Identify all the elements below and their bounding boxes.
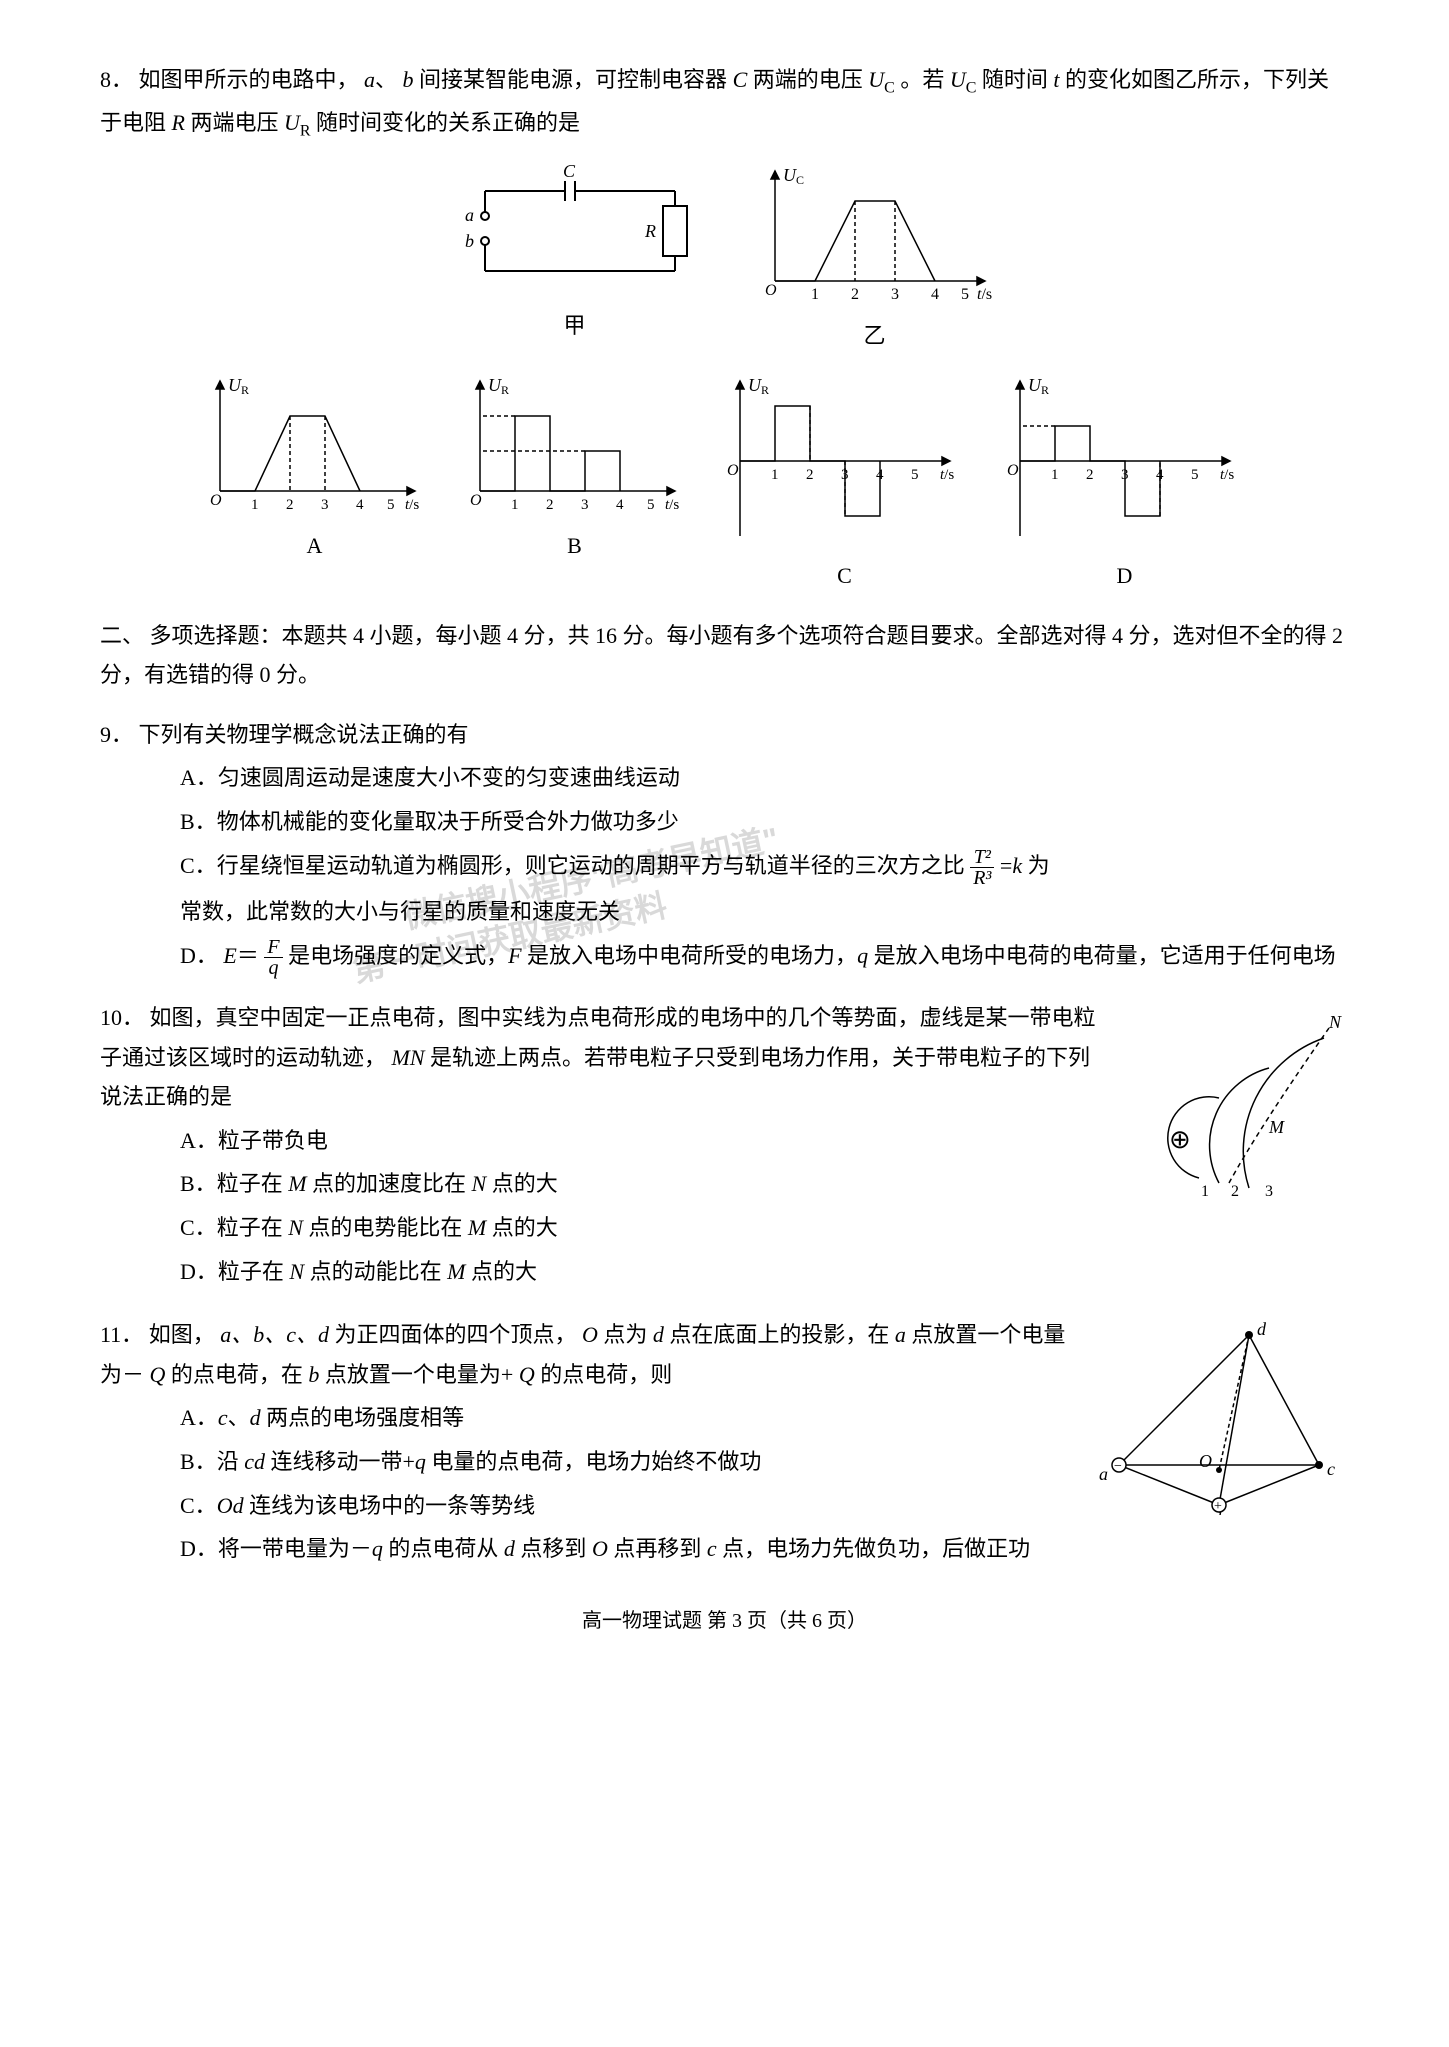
svg-text:O: O	[1007, 462, 1019, 479]
svg-text:3: 3	[841, 467, 849, 483]
svg-text:3: 3	[321, 497, 329, 513]
svg-text:3: 3	[891, 286, 899, 303]
svg-text:1: 1	[511, 497, 519, 513]
svg-text:1: 1	[1051, 467, 1059, 483]
q11-figure: − + a b c d O	[1089, 1315, 1349, 1515]
svg-text:2: 2	[1086, 467, 1094, 483]
question-10: ⊕ M N 1 2 3 10． 如图，真空中固定一正点电荷，图中实线为点电荷形成…	[100, 998, 1349, 1295]
svg-text:N: N	[1328, 1012, 1342, 1032]
svg-text:5: 5	[387, 497, 395, 513]
q9-opt-b: B．物体机械能的变化量取决于所受合外力做功多少	[100, 802, 1349, 842]
svg-text:O: O	[470, 492, 482, 509]
svg-text:2: 2	[851, 286, 859, 303]
svg-text:R: R	[644, 221, 656, 241]
svg-text:t/s: t/s	[1220, 467, 1234, 483]
svg-text:3: 3	[1121, 467, 1129, 483]
svg-text:O: O	[727, 462, 739, 479]
svg-text:1: 1	[1201, 1183, 1209, 1198]
q9-opt-c: C．行星绕恒星运动轨道为椭圆形，则它运动的周期平方与轨道半径的三次方之比 T²R…	[100, 846, 1349, 888]
q8-num: 8．	[100, 67, 133, 92]
q8-stem: 8． 如图甲所示的电路中， a、 b 间接某智能电源，可控制电容器 C 两端的电…	[100, 60, 1349, 146]
svg-text:4: 4	[931, 286, 939, 303]
svg-text:2: 2	[806, 467, 814, 483]
q10-figure: ⊕ M N 1 2 3	[1129, 998, 1349, 1198]
svg-text:2: 2	[546, 497, 554, 513]
svg-text:−: −	[1114, 1459, 1122, 1474]
svg-text:4: 4	[356, 497, 364, 513]
svg-text:5: 5	[961, 286, 969, 303]
q10-opt-c: C．粒子在 N 点的电势能比在 M 点的大	[100, 1208, 1349, 1248]
svg-text:t/s: t/s	[977, 286, 992, 303]
q9-opt-d: D． E＝ Fq 是电场强度的定义式，F 是放入电场中电荷所受的电场力，q 是放…	[100, 936, 1349, 978]
svg-text:3: 3	[581, 497, 589, 513]
svg-text:O: O	[1199, 1451, 1212, 1471]
svg-text:4: 4	[876, 467, 884, 483]
opt-b-graph: UR O 1 2 3 4 5 t/s B	[455, 371, 695, 566]
svg-text:t/s: t/s	[405, 497, 419, 513]
svg-text:5: 5	[647, 497, 655, 513]
svg-text:UR: UR	[488, 375, 509, 397]
question-8: 8． 如图甲所示的电路中， a、 b 间接某智能电源，可控制电容器 C 两端的电…	[100, 60, 1349, 596]
question-9: 9． 下列有关物理学概念说法正确的有 A．匀速圆周运动是速度大小不变的匀变速曲线…	[100, 715, 1349, 978]
svg-text:4: 4	[1156, 467, 1164, 483]
graph-yi: UC O 1 2 3 4 5 t/s 乙	[745, 161, 1005, 356]
opt-d-graph: UR O 1 2 3 4 5 t/s D	[995, 371, 1255, 596]
svg-text:UR: UR	[1028, 375, 1049, 397]
svg-text:d: d	[1257, 1319, 1267, 1339]
svg-text:⊕: ⊕	[1169, 1125, 1191, 1154]
q8-options: UR O 1 2 3 4 5 t/s A	[100, 371, 1349, 596]
opt-c-graph: UR O 1 2 3 4 5 t/s C	[715, 371, 975, 596]
svg-text:4: 4	[616, 497, 624, 513]
svg-text:t/s: t/s	[665, 497, 679, 513]
svg-text:M: M	[1268, 1117, 1285, 1137]
svg-text:2: 2	[1231, 1183, 1239, 1198]
svg-text:a: a	[1099, 1464, 1108, 1484]
svg-text:b: b	[1217, 1509, 1226, 1515]
opt-a-graph: UR O 1 2 3 4 5 t/s A	[195, 371, 435, 566]
svg-text:5: 5	[1191, 467, 1199, 483]
svg-text:5: 5	[911, 467, 919, 483]
svg-text:2: 2	[286, 497, 294, 513]
circuit-jia: a b C R 甲	[445, 161, 705, 346]
question-11: − + a b c d O 11． 如图， a、b、c、d 为正四面体的四个顶点…	[100, 1315, 1349, 1573]
svg-text:O: O	[765, 282, 777, 299]
q11-opt-d: D．将一带电量为－q 的点电荷从 d 点移到 O 点再移到 c 点，电场力先做负…	[100, 1529, 1349, 1569]
svg-text:t/s: t/s	[940, 467, 954, 483]
q9-opt-a: A．匀速圆周运动是速度大小不变的匀变速曲线运动	[100, 758, 1349, 798]
svg-text:b: b	[465, 231, 474, 251]
svg-text:UR: UR	[748, 375, 769, 397]
svg-text:1: 1	[251, 497, 259, 513]
page-footer: 高一物理试题 第 3 页（共 6 页）	[100, 1603, 1349, 1639]
svg-text:3: 3	[1265, 1183, 1273, 1198]
svg-text:UC: UC	[783, 165, 804, 187]
q8-top-figs: a b C R 甲 U	[100, 161, 1349, 356]
section-2-header: 二、 多项选择题：本题共 4 小题，每小题 4 分，共 16 分。每小题有多个选…	[100, 616, 1349, 695]
svg-text:a: a	[465, 205, 474, 225]
svg-text:1: 1	[771, 467, 779, 483]
q10-opt-d: D．粒子在 N 点的动能比在 M 点的大	[100, 1252, 1349, 1292]
svg-text:c: c	[1327, 1459, 1335, 1479]
svg-text:O: O	[210, 492, 222, 509]
svg-text:C: C	[563, 161, 576, 181]
svg-text:1: 1	[811, 286, 819, 303]
uc-graph: UC O 1 2 3 4 5 t/s	[745, 161, 1005, 311]
circuit-svg: a b C R	[445, 161, 705, 301]
svg-text:UR: UR	[228, 375, 249, 397]
